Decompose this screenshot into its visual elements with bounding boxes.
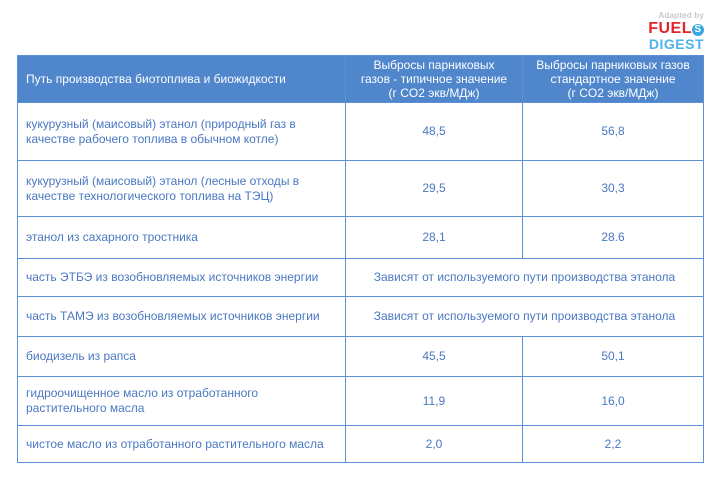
header-typical-value: Выбросы парниковых газов - типичное знач… xyxy=(345,55,523,103)
table-row: кукурузный (маисовый) этанол (природный … xyxy=(17,102,704,161)
pathway-cell: гидроочищенное масло из отработанного ра… xyxy=(17,376,346,426)
pathway-cell: биодизель из рапса xyxy=(17,336,346,377)
table-row: часть ТАМЭ из возобновляемых источников … xyxy=(17,296,704,337)
pathway-cell: чистое масло из отработанного растительн… xyxy=(17,425,346,463)
pathway-cell: кукурузный (маисовый) этанол (природный … xyxy=(17,102,346,161)
table-header-row: Путь производства биотоплива и биожидкос… xyxy=(17,55,704,103)
typical-value-cell: 29,5 xyxy=(345,160,523,217)
pathway-cell: кукурузный (маисовый) этанол (лесные отх… xyxy=(17,160,346,217)
header-default-value: Выбросы парниковых газов стандартное зна… xyxy=(522,55,704,103)
default-value-cell: 30,3 xyxy=(522,160,704,217)
typical-value-cell: 28,1 xyxy=(345,216,523,259)
header-default-line-1: Выбросы парниковых газов xyxy=(536,58,690,72)
pathway-cell: часть ЭТБЭ из возобновляемых источников … xyxy=(17,258,346,297)
pathway-cell: этанол из сахарного тростника xyxy=(17,216,346,259)
fuels-digest-logo: Adapted by FUEL S DIGEST xyxy=(634,12,704,51)
logo-fuel-text: FUEL S xyxy=(634,21,704,37)
header-typical-line-3: (г CO2 экв/МДж) xyxy=(388,86,480,100)
header-default-line-2: стандартное значение xyxy=(550,72,676,86)
table-row: чистое масло из отработанного растительн… xyxy=(17,425,704,463)
table-row: гидроочищенное масло из отработанного ра… xyxy=(17,376,704,426)
header-typical-line-2: газов - типичное значение xyxy=(360,72,508,86)
default-value-cell: 2,2 xyxy=(522,425,704,463)
logo-digest-text: DIGEST xyxy=(648,36,704,52)
pathway-cell: часть ТАМЭ из возобновляемых источников … xyxy=(17,296,346,337)
merged-value-cell: Зависят от используемого пути производст… xyxy=(345,258,704,297)
header-default-line-3: (г CO2 экв/МДж) xyxy=(567,86,659,100)
typical-value-cell: 48,5 xyxy=(345,102,523,161)
default-value-cell: 28.6 xyxy=(522,216,704,259)
table-row: часть ЭТБЭ из возобновляемых источников … xyxy=(17,258,704,297)
adapted-by-label: Adapted by xyxy=(658,11,704,20)
header-typical-line-1: Выбросы парниковых xyxy=(373,58,495,72)
table-row: этанол из сахарного тростника 28,1 28.6 xyxy=(17,216,704,259)
table-row: биодизель из рапса 45,5 50,1 xyxy=(17,336,704,377)
typical-value-cell: 11,9 xyxy=(345,376,523,426)
merged-value-cell: Зависят от используемого пути производст… xyxy=(345,296,704,337)
default-value-cell: 16,0 xyxy=(522,376,704,426)
typical-value-cell: 45,5 xyxy=(345,336,523,377)
ghg-emissions-table: Путь производства биотоплива и биожидкос… xyxy=(17,55,704,463)
typical-value-cell: 2,0 xyxy=(345,425,523,463)
table-row: кукурузный (маисовый) этанол (лесные отх… xyxy=(17,160,704,217)
default-value-cell: 50,1 xyxy=(522,336,704,377)
fuel-drop-icon: S xyxy=(692,24,704,36)
header-pathway: Путь производства биотоплива и биожидкос… xyxy=(17,55,346,103)
logo-fuel-word: FUEL xyxy=(648,20,692,37)
default-value-cell: 56,8 xyxy=(522,102,704,161)
